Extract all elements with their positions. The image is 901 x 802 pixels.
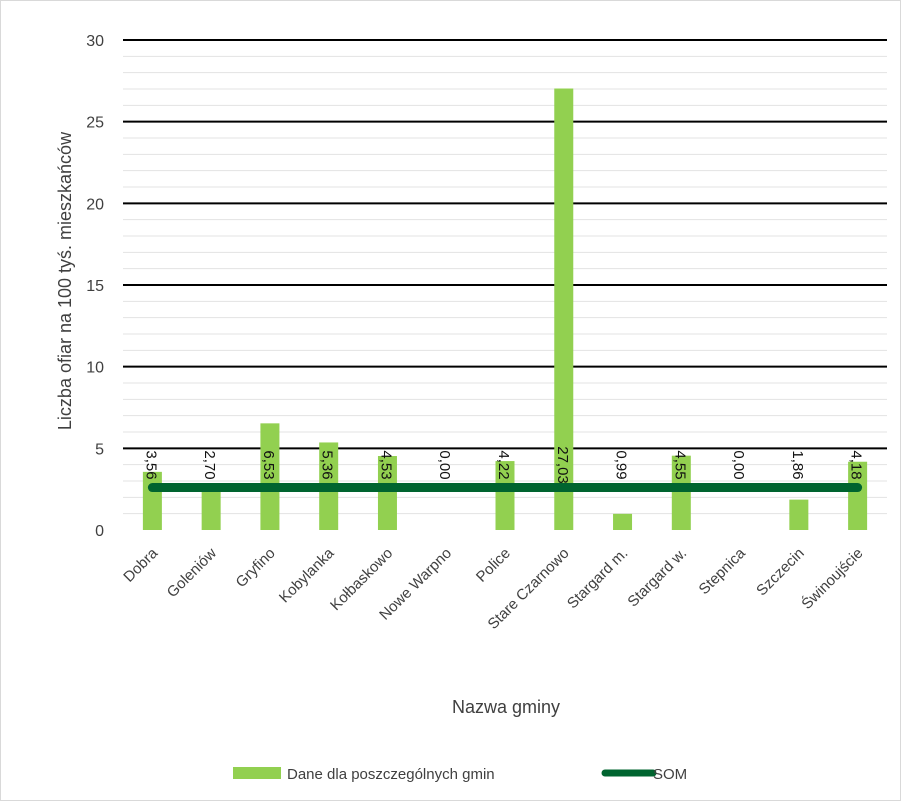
category-label: Goleniów — [164, 545, 220, 601]
bars — [142, 88, 868, 530]
y-tick-label: 30 — [86, 33, 104, 50]
data-label: 4,55 — [671, 450, 688, 479]
y-axis-title: Liczba ofiar na 100 tyś. mieszkańców — [55, 131, 75, 430]
y-tick-label: 0 — [95, 523, 104, 540]
y-tick-label: 5 — [95, 441, 104, 458]
category-label: Police — [473, 545, 514, 586]
y-tick-label: 25 — [86, 115, 104, 132]
category-label: Kobylanka — [276, 544, 338, 606]
category-label: Dobra — [120, 544, 161, 585]
category-label: Gryfino — [233, 545, 279, 591]
data-label: 4,18 — [848, 450, 865, 479]
data-label: 0,00 — [436, 450, 453, 479]
category-label: Szczecin — [753, 545, 807, 599]
legend-swatch-bars — [233, 767, 281, 779]
data-label: 2,70 — [201, 450, 218, 479]
x-axis-title: Nazwa gminy — [452, 697, 560, 717]
data-label: 3,56 — [142, 450, 159, 479]
bar — [142, 471, 162, 530]
category-label: Stepnica — [696, 544, 750, 598]
y-tick-label: 10 — [86, 360, 104, 377]
data-label: 1,86 — [789, 450, 806, 479]
data-label: 0,00 — [730, 450, 747, 479]
y-tick-labels: 0 5 10 15 20 25 30 — [86, 33, 104, 540]
legend: Dane dla poszczególnych gmin SOM — [233, 766, 687, 783]
y-tick-label: 20 — [86, 196, 104, 213]
bar — [260, 423, 280, 530]
bar — [613, 513, 633, 530]
minor-gridlines — [123, 55, 887, 515]
data-labels: 3,56 2,70 6,53 5,36 4,53 0,00 4,22 27,03 0,99 4,5… — [142, 446, 864, 484]
category-label: Świnoujście — [798, 544, 867, 613]
bar — [495, 461, 515, 530]
major-gridlines — [123, 39, 887, 450]
category-label: Stargard m. — [564, 545, 631, 612]
data-label: 4,53 — [377, 450, 394, 479]
data-label: 4,22 — [495, 450, 512, 479]
legend-label-som: SOM — [653, 766, 687, 783]
bar — [201, 485, 221, 530]
category-labels: Dobra Goleniów GryfinoKobylankaKołbaskowoN… — [120, 544, 866, 633]
bar — [789, 499, 809, 530]
category-label: Stargard w. — [624, 545, 690, 611]
bar — [377, 456, 397, 530]
data-label: 6,53 — [260, 450, 277, 479]
data-label: 5,36 — [319, 450, 336, 479]
bar — [554, 88, 574, 530]
bar — [671, 455, 691, 530]
legend-label-bars: Dane dla poszczególnych gmin — [287, 766, 495, 783]
y-tick-label: 15 — [86, 278, 104, 295]
data-label: 27,03 — [554, 446, 571, 484]
data-label: 0,99 — [613, 450, 630, 479]
bar — [848, 461, 868, 530]
